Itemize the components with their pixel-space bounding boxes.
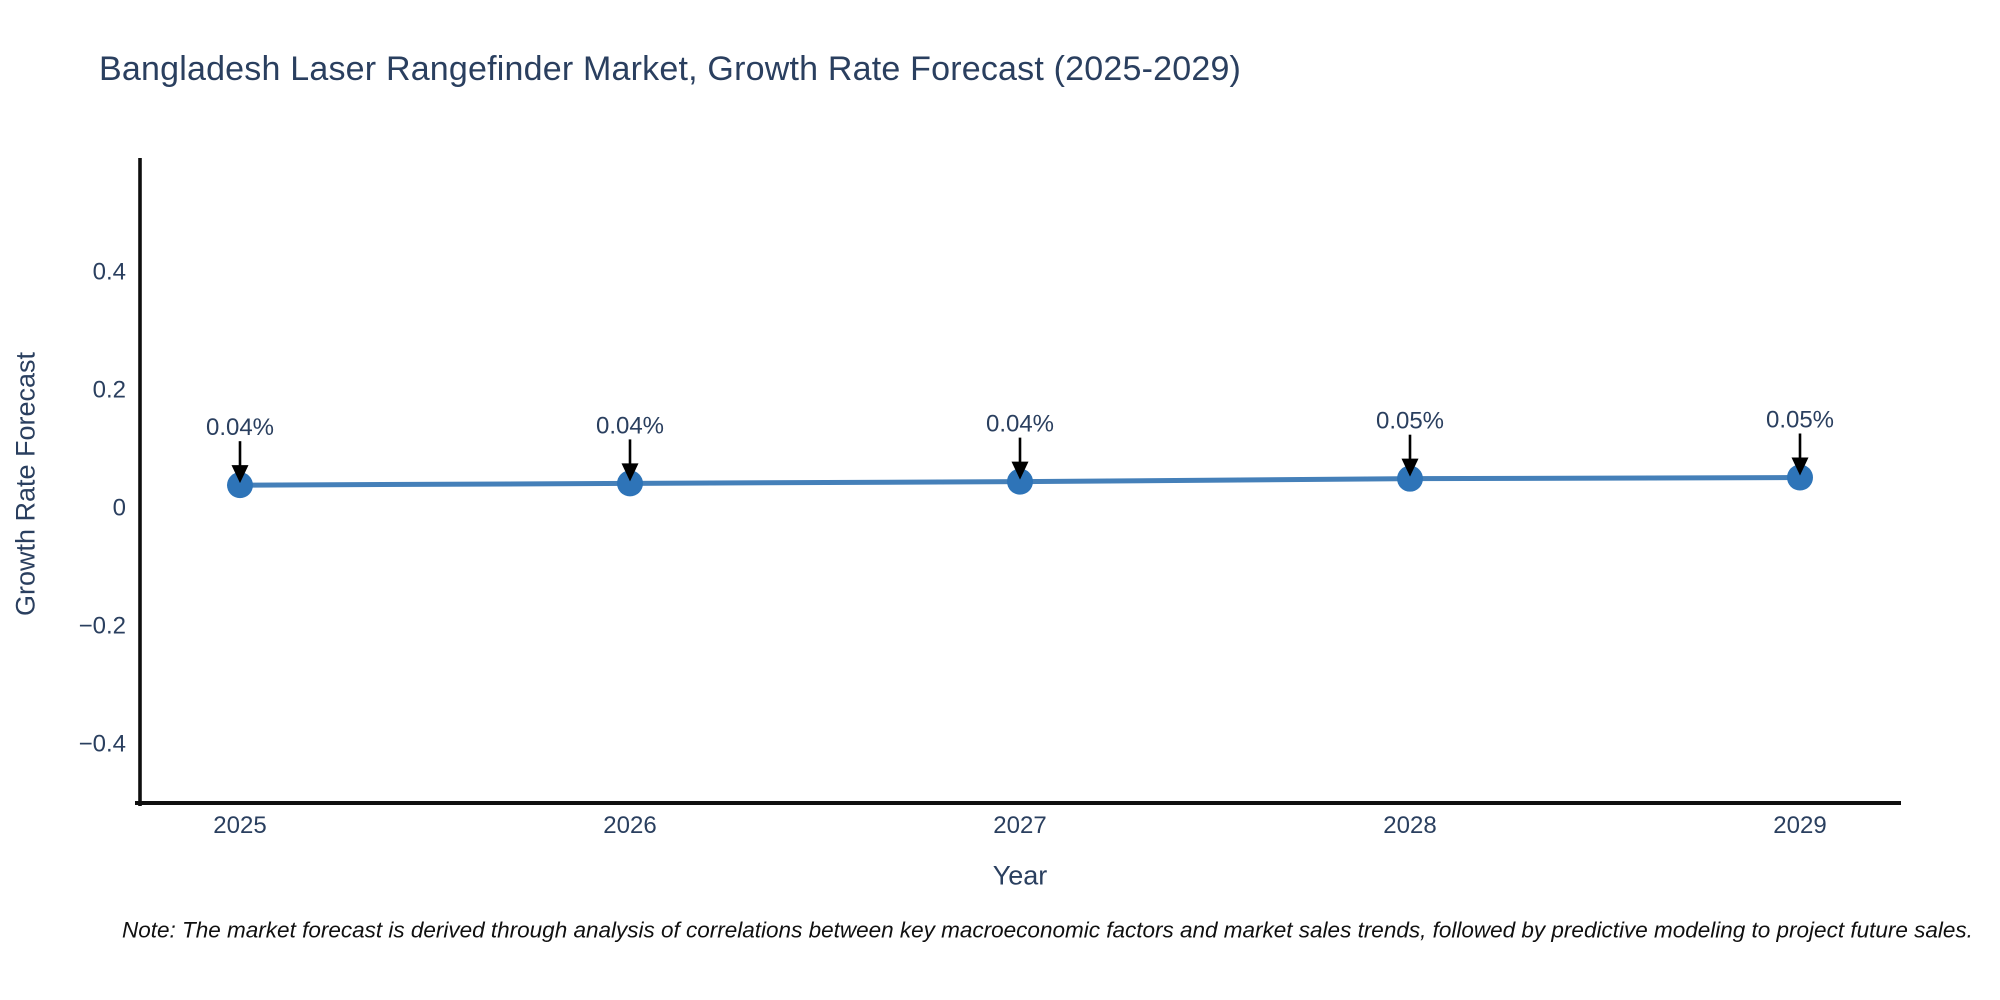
x-tick-label: 2028 <box>1383 812 1436 839</box>
y-tick-label: −0.4 <box>79 731 126 758</box>
annotation-label: 0.05% <box>1376 408 1444 435</box>
data-point-marker[interactable] <box>1397 465 1423 492</box>
annotation-arrowhead-icon <box>1401 458 1419 477</box>
annotation-label: 0.04% <box>206 414 274 441</box>
annotation-arrowhead-icon <box>621 463 639 482</box>
footnote: Note: The market forecast is derived thr… <box>122 917 1973 943</box>
y-axis-title: Growth Rate Forecast <box>10 351 41 617</box>
data-point-marker[interactable] <box>227 472 253 499</box>
x-tick-label: 2026 <box>603 812 656 839</box>
x-axis-title: Year <box>992 860 1048 891</box>
x-tick-label: 2025 <box>213 812 266 839</box>
annotation-label: 0.04% <box>986 411 1054 438</box>
data-point-marker[interactable] <box>617 470 643 497</box>
annotation-arrowhead-icon <box>231 465 249 484</box>
y-tick-label: 0.2 <box>93 377 126 404</box>
x-tick-label: 2027 <box>993 812 1046 839</box>
annotation-label: 0.05% <box>1766 407 1834 434</box>
data-point-marker[interactable] <box>1007 468 1033 495</box>
annotation-arrowhead-icon <box>1791 457 1809 476</box>
x-tick-label: 2029 <box>1773 812 1826 839</box>
y-tick-label: 0 <box>113 495 126 522</box>
annotation-arrowhead-icon <box>1011 461 1029 480</box>
annotation-label: 0.04% <box>596 412 664 439</box>
chart-title: Bangladesh Laser Rangefinder Market, Gro… <box>99 50 1242 88</box>
y-tick-label: 0.4 <box>93 259 126 286</box>
data-point-marker[interactable] <box>1787 464 1813 491</box>
y-tick-label: −0.2 <box>79 613 126 640</box>
